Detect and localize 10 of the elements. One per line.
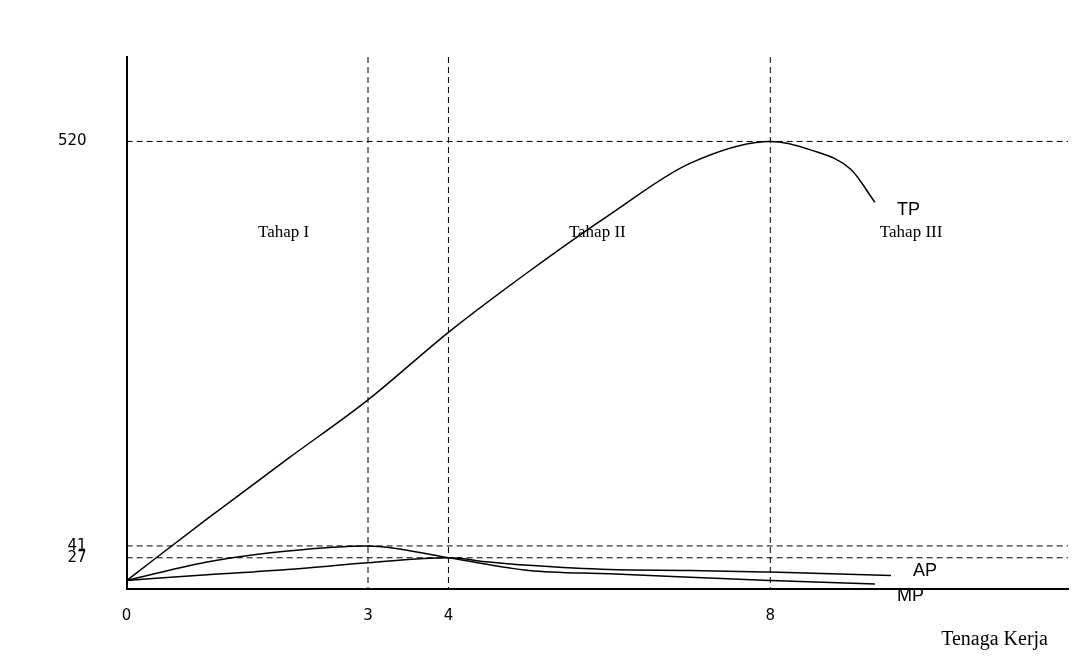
annotation: Tahap I — [257, 222, 310, 242]
series-label: TP — [896, 199, 920, 220]
series-label: AP — [912, 560, 938, 581]
x-tick-label: 3 — [363, 605, 373, 624]
x-tick-label: 4 — [443, 605, 454, 624]
x-tick-label: 0 — [121, 605, 132, 624]
x-axis-title: Tenaga Kerja — [941, 627, 1049, 650]
y-tick-label: 520 — [57, 131, 87, 150]
annotation: Tahap III — [879, 222, 943, 242]
x-tick-label: 8 — [765, 605, 776, 624]
